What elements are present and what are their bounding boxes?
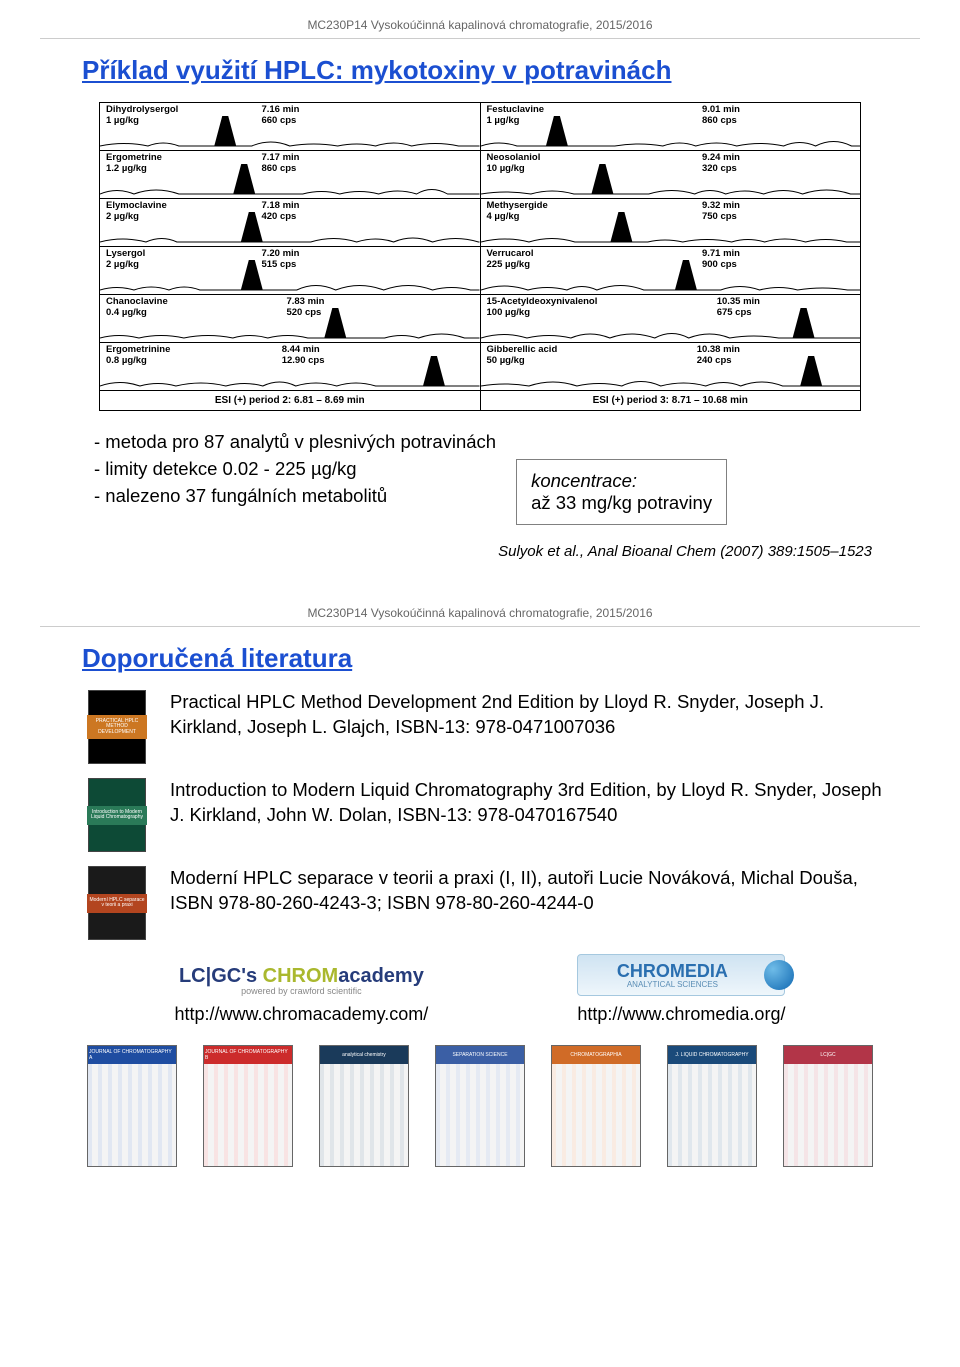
chrom-right-column: Festuclavine1 µg/kg9.01 min860 cpsNeosol… [480,103,861,410]
logo-text: CHROMEDIA [617,961,728,981]
slide-2: MC230P14 Vysokoúčinná kapalinová chromat… [0,588,960,1195]
slide-title: Příklad využití HPLC: mykotoxiny v potra… [82,55,920,86]
journal-thumb: SEPARATION SCIENCE [435,1045,525,1167]
journal-thumb: analytical chemistry [319,1045,409,1167]
chrom-trace: Dihydrolysergol1 µg/kg7.16 min660 cps [100,103,480,151]
chrom-trace: Gibberellic acid50 µg/kg10.38 min240 cps [481,343,861,391]
book-row: PRACTICAL HPLC METHOD DEVELOPMENT Practic… [88,690,920,764]
chromacademy-block: LC|GC's CHROMacademy powered by crawford… [175,965,429,1025]
chromacademy-logo: LC|GC's CHROMacademy [175,965,429,988]
chrom-trace: Ergometrine1.2 µg/kg7.17 min860 cps [100,151,480,199]
logo-text: LC|GC's [179,965,263,987]
book-text: Introduction to Modern Liquid Chromatogr… [170,778,890,828]
slide-title: Doporučená literatura [82,643,920,674]
concentration-value: až 33 mg/kg potraviny [531,492,712,514]
bullet-item: - limity detekce 0.02 - 225 µg/kg [94,456,496,483]
logo-text: academy [338,965,424,987]
chrom-trace: Festuclavine1 µg/kg9.01 min860 cps [481,103,861,151]
book-cover: Introduction to Modern Liquid Chromatogr… [88,778,146,852]
chrom-trace: 15-Acetyldeoxynivalenol100 µg/kg10.35 mi… [481,295,861,343]
chrom-left-column: Dihydrolysergol1 µg/kg7.16 min660 cpsErg… [100,103,480,410]
chromedia-url[interactable]: http://www.chromedia.org/ [577,1004,785,1025]
book-row: Moderní HPLC separace v teorii a praxi Mo… [88,866,920,940]
journal-thumb: J. LIQUID CHROMATOGRAPHY [667,1045,757,1167]
esi-caption: ESI (+) period 3: 8.71 – 10.68 min [481,391,861,410]
chrom-trace: Lysergol2 µg/kg7.20 min515 cps [100,247,480,295]
links-row: LC|GC's CHROMacademy powered by crawford… [100,954,860,1025]
concentration-label: koncentrace: [531,470,712,492]
chromedia-block: CHROMEDIA ANALYTICAL SCIENCES http://www… [577,954,785,1025]
logo-text: CHROM [263,965,339,987]
book-text: Practical HPLC Method Development 2nd Ed… [170,690,890,740]
journal-row: JOURNAL OF CHROMATOGRAPHY A JOURNAL OF CH… [74,1045,886,1167]
globe-icon [764,960,794,990]
book-row: Introduction to Modern Liquid Chromatogr… [88,778,920,852]
journal-thumb: JOURNAL OF CHROMATOGRAPHY A [87,1045,177,1167]
bullets-row: - metoda pro 87 analytů v plesnivých pot… [94,429,920,525]
chromatogram-figure: Dihydrolysergol1 µg/kg7.16 min660 cpsErg… [99,102,861,411]
journal-thumb: JOURNAL OF CHROMATOGRAPHY B [203,1045,293,1167]
esi-caption: ESI (+) period 2: 6.81 – 8.69 min [100,391,480,410]
bullet-item: - metoda pro 87 analytů v plesnivých pot… [94,429,496,456]
slide-header: MC230P14 Vysokoúčinná kapalinová chromat… [40,18,920,39]
chrom-trace: Chanoclavine0.4 µg/kg7.83 min520 cps [100,295,480,343]
chromacademy-url[interactable]: http://www.chromacademy.com/ [175,1004,429,1025]
chromedia-logo: CHROMEDIA ANALYTICAL SCIENCES [577,954,785,996]
concentration-box: koncentrace: až 33 mg/kg potraviny [516,459,727,525]
bullet-item: - nalezeno 37 fungálních metabolitů [94,483,496,510]
slide-header: MC230P14 Vysokoúčinná kapalinová chromat… [40,606,920,627]
book-cover: Moderní HPLC separace v teorii a praxi [88,866,146,940]
citation: Sulyok et al., Anal Bioanal Chem (2007) … [40,543,872,560]
bullet-list: - metoda pro 87 analytů v plesnivých pot… [94,429,496,509]
chrom-trace: Verrucarol225 µg/kg9.71 min900 cps [481,247,861,295]
book-list: PRACTICAL HPLC METHOD DEVELOPMENT Practic… [40,690,920,940]
journal-thumb: LC|GC [783,1045,873,1167]
chrom-trace: Ergometrinine0.8 µg/kg8.44 min12.90 cps [100,343,480,391]
journal-thumb: CHROMATOGRAPHIA [551,1045,641,1167]
chrom-trace: Methysergide4 µg/kg9.32 min750 cps [481,199,861,247]
slide-1: MC230P14 Vysokoúčinná kapalinová chromat… [0,0,960,588]
chrom-trace: Elymoclavine2 µg/kg7.18 min420 cps [100,199,480,247]
chrom-trace: Neosolaniol10 µg/kg9.24 min320 cps [481,151,861,199]
chromedia-subtitle: ANALYTICAL SCIENCES [590,980,754,989]
book-cover: PRACTICAL HPLC METHOD DEVELOPMENT [88,690,146,764]
book-text: Moderní HPLC separace v teorii a praxi (… [170,866,890,916]
